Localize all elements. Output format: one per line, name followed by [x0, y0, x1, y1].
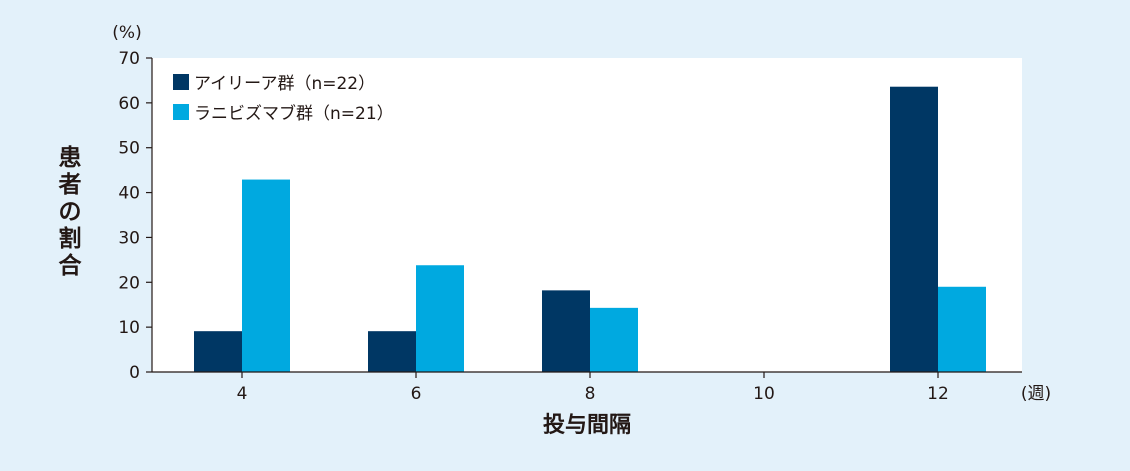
- bar-aflibercept-8: [542, 290, 590, 372]
- y-axis-label-char: 割: [59, 225, 82, 252]
- x-axis-label: 投与間隔: [543, 413, 631, 438]
- bars-group: [194, 86, 986, 373]
- bar-ranibizumab-4: [242, 179, 290, 372]
- y-tick-label: 60: [118, 94, 140, 114]
- y-tick-label: 70: [118, 49, 140, 69]
- y-axis-label-char: 者: [58, 172, 82, 198]
- y-tick-label: 30: [118, 228, 140, 248]
- legend-swatch: [173, 74, 189, 90]
- y-tick-label: 40: [118, 184, 140, 204]
- y-axis-label-char: 合: [59, 252, 83, 279]
- bar-aflibercept-6: [368, 331, 416, 372]
- bar-ranibizumab-6: [416, 265, 464, 372]
- x-tick-label: 10: [753, 384, 775, 404]
- legend-label: アイリーア群（n=22）: [194, 74, 375, 94]
- bar-ranibizumab-12: [938, 286, 986, 372]
- x-tick-label: 8: [585, 384, 596, 404]
- y-axis-label-char: 患: [59, 144, 82, 171]
- y-tick-label: 0: [129, 363, 140, 383]
- bar-aflibercept-4: [194, 331, 242, 372]
- x-tick-label: 6: [411, 384, 422, 404]
- x-tick-label: 4: [237, 384, 248, 404]
- legend: アイリーア群（n=22） ラニビズマブ群（n=21）: [173, 74, 394, 124]
- axes-group: 0 10 20 30 40 50 60 70 4 6 8 10 12: [118, 49, 1022, 404]
- bar-aflibercept-12: [890, 86, 938, 373]
- y-axis-label-char: の: [59, 199, 82, 225]
- legend-swatch: [173, 104, 189, 120]
- bar-ranibizumab-8: [590, 307, 638, 372]
- x-tick-label: 12: [927, 384, 949, 404]
- x-axis-unit: (週): [1021, 384, 1051, 404]
- y-axis-unit: (%): [112, 23, 141, 43]
- legend-label: ラニビズマブ群（n=21）: [194, 103, 394, 124]
- y-tick-label: 20: [118, 273, 140, 293]
- y-tick-label: 10: [118, 318, 140, 338]
- y-tick-label: 50: [118, 139, 140, 159]
